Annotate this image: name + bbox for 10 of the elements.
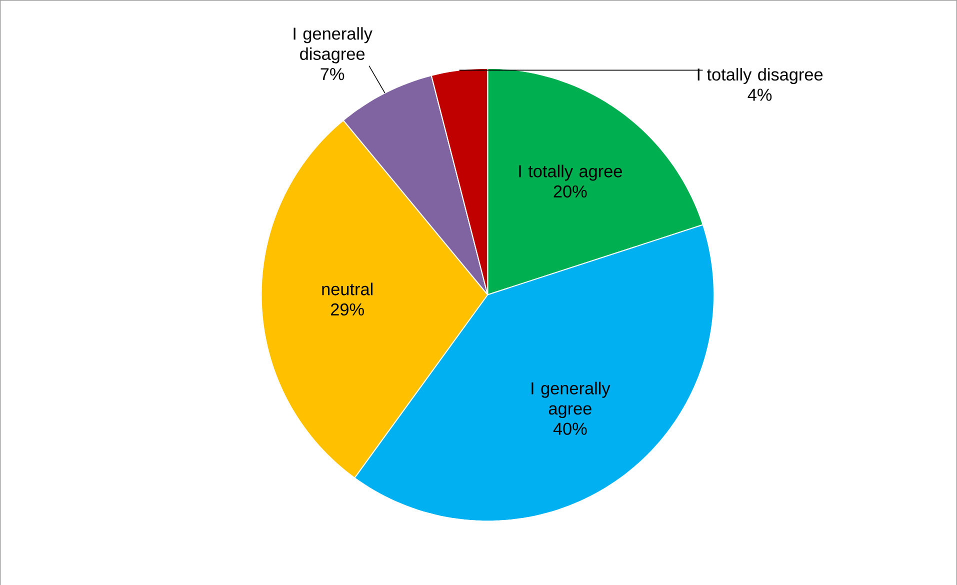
data-label: 4% [748,88,772,101]
slice-label: I generally disagree [294,26,372,64]
data-label: 20% [554,185,587,198]
slice-label: I totally disagree [698,68,823,84]
slice-label: neutral [322,282,372,296]
slice-label: I generally agree [532,382,610,418]
slice-label: I totally agree [519,164,622,181]
data-label: 29% [331,303,364,316]
data-label: 7% [320,68,344,80]
data-label: 40% [553,422,587,435]
